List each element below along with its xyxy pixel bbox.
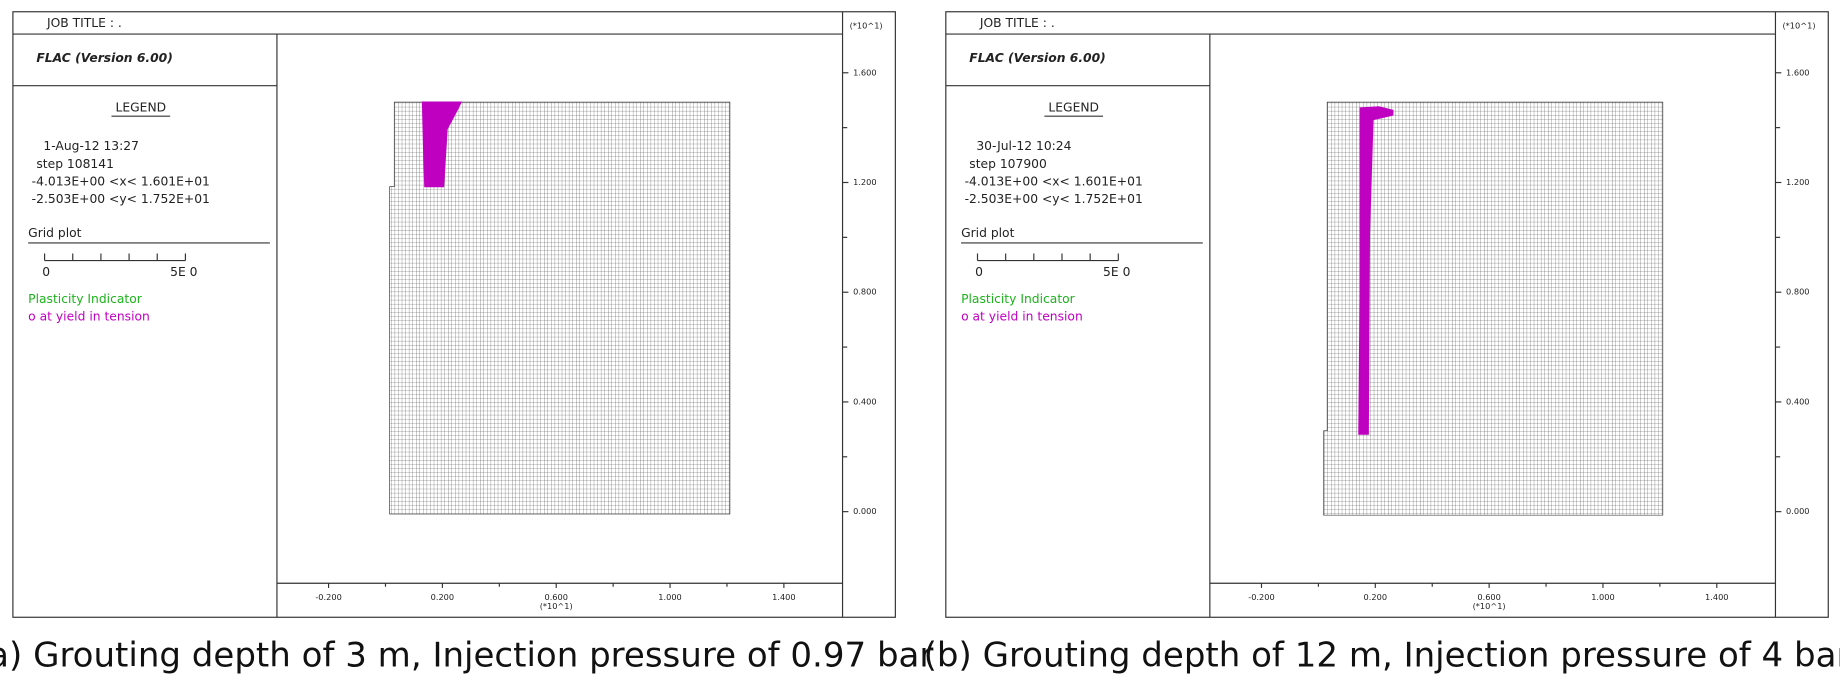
- y-tick-label: 0.800: [1786, 287, 1809, 297]
- scale-label: 5E 0: [1103, 265, 1131, 279]
- y-tick-label: 0.000: [853, 506, 876, 516]
- panel: JOB TITLE : . FLAC (Version 6.00) LEGEND 30…: [924, 11, 1840, 676]
- caption: (a) Grouting depth of 3 m, Injection pre…: [0, 636, 933, 676]
- x-tick-label: 1.400: [1705, 592, 1728, 602]
- legend-title: LEGEND: [115, 100, 166, 114]
- program-name: FLAC (Version 6.00): [969, 51, 1105, 65]
- x-tick-label: 0.200: [1364, 592, 1387, 602]
- y-tick-label: 1.600: [853, 67, 876, 77]
- y-range: -2.503E+00 <y< 1.752E+01: [32, 192, 210, 206]
- x-tick-label: -0.200: [1248, 592, 1274, 602]
- y-tick-label: 1.200: [1786, 177, 1809, 187]
- date: 30-Jul-12 10:24: [976, 139, 1071, 153]
- plot-label: Grid plot: [28, 226, 82, 240]
- y-tick-label: 0.800: [853, 287, 876, 297]
- grid-mesh: [1323, 101, 1664, 516]
- x-tick-label: 0.600: [544, 592, 567, 602]
- y-tick-label: 0.400: [853, 396, 876, 406]
- scale-label: 0: [42, 265, 50, 279]
- x-range: -4.013E+00 <x< 1.601E+01: [32, 174, 210, 188]
- indicator-item: o at yield in tension: [961, 309, 1083, 323]
- x-tick-label: 1.000: [658, 592, 681, 602]
- x-range: -4.013E+00 <x< 1.601E+01: [965, 174, 1143, 188]
- legend-title: LEGEND: [1048, 100, 1099, 114]
- panel-frame: [945, 11, 1829, 618]
- x-tick-label: 0.200: [431, 592, 454, 602]
- job-title: JOB TITLE : .: [979, 16, 1055, 30]
- y-range: -2.503E+00 <y< 1.752E+01: [965, 192, 1143, 206]
- step: step 108141: [36, 157, 114, 171]
- indicator-item: o at yield in tension: [28, 309, 150, 323]
- x-multiplier: (*10^1): [540, 601, 573, 611]
- program-name: FLAC (Version 6.00): [36, 51, 172, 65]
- y-multiplier: (*10^1): [1783, 20, 1816, 30]
- scale-label: 5E 0: [170, 265, 198, 279]
- x-tick-label: -0.200: [315, 592, 341, 602]
- scale-label: 0: [975, 265, 983, 279]
- y-tick-label: 0.000: [1786, 506, 1809, 516]
- job-title: JOB TITLE : .: [46, 16, 122, 30]
- x-multiplier: (*10^1): [1473, 601, 1506, 611]
- yield-zone: [421, 101, 463, 188]
- y-tick-label: 1.200: [853, 177, 876, 187]
- panel-frame: [12, 11, 896, 618]
- y-multiplier: (*10^1): [850, 20, 883, 30]
- x-tick-label: 1.000: [1591, 592, 1614, 602]
- indicator-title: Plasticity Indicator: [961, 292, 1076, 306]
- y-tick-label: 0.400: [1786, 396, 1809, 406]
- x-tick-label: 0.600: [1477, 592, 1500, 602]
- yield-zone: [1358, 106, 1394, 435]
- panel: JOB TITLE : . FLAC (Version 6.00) LEGEND 1-…: [0, 11, 933, 676]
- caption: (b) Grouting depth of 12 m, Injection pr…: [924, 636, 1840, 676]
- y-tick-label: 1.600: [1786, 67, 1809, 77]
- indicator-title: Plasticity Indicator: [28, 292, 143, 306]
- step: step 107900: [969, 157, 1047, 171]
- x-tick-label: 1.400: [772, 592, 795, 602]
- plot-label: Grid plot: [961, 226, 1015, 240]
- grid-mesh: [389, 101, 731, 515]
- date: 1-Aug-12 13:27: [43, 139, 139, 153]
